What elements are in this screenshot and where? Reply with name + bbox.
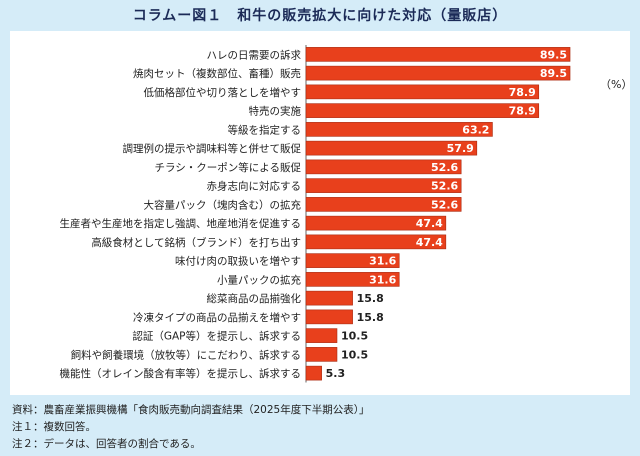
note-2: 注２：データは、回答者の割合である。 — [12, 438, 201, 450]
chart-title: コラムー図１ 和牛の販売拡大に向けた対応（量販店） — [132, 8, 508, 24]
bar — [305, 309, 353, 325]
data-label: 31.6 — [369, 255, 396, 268]
category-label: 特売の実施 — [249, 105, 302, 118]
category-label: ハレの日需要の訴求 — [207, 48, 302, 61]
data-label: 31.6 — [369, 273, 396, 286]
unit-label: （%） — [600, 78, 633, 91]
data-label: 52.6 — [431, 198, 458, 211]
bar — [305, 272, 400, 287]
bar — [305, 365, 322, 381]
bar — [305, 140, 478, 156]
category-label: 認証（GAP等）を提示し、訴求する — [132, 330, 301, 343]
bar — [305, 347, 338, 362]
bar — [305, 253, 400, 268]
data-label: 52.6 — [431, 180, 458, 193]
category-label: 大容量パック（塊肉含む）の拡充 — [144, 198, 302, 211]
bar — [305, 159, 462, 175]
category-label: チラシ・クーポン等による販促 — [155, 161, 302, 174]
bar — [305, 234, 447, 250]
data-label: 47.4 — [416, 217, 443, 230]
data-label: 15.8 — [357, 311, 384, 324]
bar-chart: ハレの日需要の訴求 89.5 焼肉セット（複数部位、畜種）販売 89.5 低価格部位や切… — [60, 45, 571, 383]
bar — [305, 290, 353, 306]
category-label: 総菜商品の品揃強化 — [207, 292, 302, 305]
chart-panel: ハレの日需要の訴求 89.5 焼肉セット（複数部位、畜種）販売 89.5 低価格部位や切… — [10, 31, 633, 395]
data-label: 63.2 — [462, 123, 489, 136]
data-label: 47.4 — [416, 236, 443, 249]
bar — [305, 328, 338, 343]
category-label: 冷凍タイプの商品の品揃えを増やす — [133, 311, 301, 324]
bar — [305, 197, 462, 212]
category-label: 焼肉セット（複数部位、畜種）販売 — [133, 67, 301, 80]
source-note: 資料：農畜産業振興機構「食肉販売動向調査結果（2025年度下半期公表）」 — [12, 404, 370, 416]
category-label: 生産者や生産地を指定し強調、地産地消を促進する — [60, 217, 302, 230]
category-label: 飼料や飼養環境（放牧等）にこだわり、訴求する — [71, 348, 301, 361]
category-label: 調理例の提示や調味料等と併せて販促 — [123, 142, 302, 155]
bar — [305, 65, 571, 81]
bar — [305, 84, 540, 100]
category-label: 小量パックの拡充 — [217, 273, 301, 286]
bar — [305, 122, 493, 137]
data-label: 78.9 — [509, 86, 536, 99]
category-label: 味付け肉の取扱いを増やす — [175, 255, 301, 268]
category-label: 高級食材として銘柄（ブランド）を打ち出す — [91, 236, 301, 249]
data-label: 52.6 — [431, 161, 458, 174]
data-label: 5.3 — [326, 367, 346, 380]
data-label: 78.9 — [509, 105, 536, 118]
data-label: 10.5 — [341, 348, 368, 361]
note-1: 注１：複数回答。 — [12, 421, 96, 433]
bar — [305, 103, 540, 118]
data-label: 15.8 — [357, 292, 384, 305]
data-label: 10.5 — [341, 330, 368, 343]
category-label: 機能性（オレイン酸含有率等）を提示し、訴求する — [60, 367, 302, 380]
data-label: 89.5 — [540, 67, 567, 80]
data-label: 89.5 — [540, 48, 567, 61]
bar — [305, 47, 571, 62]
data-label: 57.9 — [447, 142, 474, 155]
category-label: 低価格部位や切り落としを増やす — [144, 86, 302, 99]
bar — [305, 178, 462, 193]
category-label: 等級を指定する — [228, 123, 302, 136]
bar — [305, 215, 447, 231]
category-label: 赤身志向に対応する — [207, 180, 302, 193]
